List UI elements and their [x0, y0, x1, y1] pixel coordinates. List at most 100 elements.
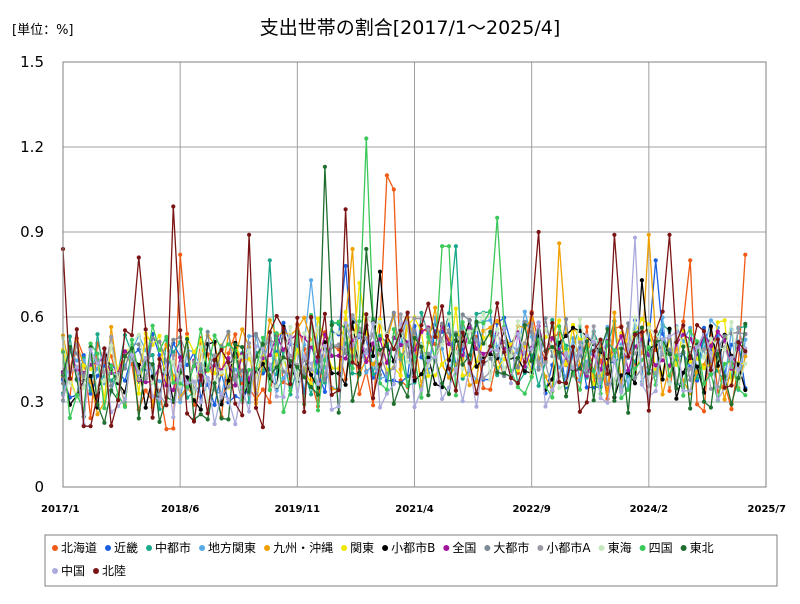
- legend-label: 小都市A: [546, 540, 591, 555]
- data-point: [667, 326, 672, 331]
- data-point: [708, 344, 714, 349]
- data-point: [122, 378, 128, 383]
- data-point: [329, 371, 334, 376]
- chart-title: 支出世帯の割合[2017/1～2025/4]: [260, 17, 561, 39]
- data-point: [129, 333, 134, 338]
- data-point: [171, 350, 176, 355]
- data-point: [226, 378, 231, 383]
- data-point: [674, 353, 679, 358]
- data-point: [446, 366, 452, 371]
- data-point: [584, 339, 589, 344]
- data-point: [577, 317, 583, 322]
- data-point: [322, 164, 327, 169]
- data-point: [67, 334, 72, 339]
- data-point: [88, 341, 93, 346]
- data-point: [150, 352, 155, 358]
- data-point: [226, 397, 231, 402]
- data-point: [164, 403, 169, 408]
- data-point: [708, 371, 714, 377]
- data-point: [157, 419, 162, 424]
- data-point: [419, 316, 424, 321]
- data-point: [543, 404, 548, 409]
- data-point: [143, 375, 148, 380]
- data-point: [185, 362, 190, 367]
- data-point: [260, 361, 265, 366]
- data-point: [309, 344, 314, 349]
- data-point: [626, 410, 631, 415]
- data-point: [343, 309, 348, 315]
- data-point: [343, 382, 348, 387]
- data-point: [446, 375, 452, 380]
- data-point: [467, 329, 472, 334]
- data-point: [336, 330, 341, 335]
- data-point: [122, 404, 128, 409]
- data-point: [729, 383, 734, 388]
- data-point: [185, 411, 190, 416]
- data-point: [260, 342, 265, 347]
- data-point: [129, 337, 134, 342]
- data-point: [281, 326, 286, 331]
- data-point: [667, 232, 672, 237]
- data-point: [315, 354, 321, 359]
- data-point: [660, 377, 665, 382]
- data-point: [212, 357, 217, 363]
- series-line: [62, 237, 746, 425]
- data-point: [598, 337, 603, 342]
- data-point: [736, 376, 741, 381]
- legend-label: 大都市: [493, 540, 529, 555]
- data-point: [253, 405, 259, 410]
- data-point: [136, 342, 141, 347]
- legend-label: 北陸: [102, 564, 126, 578]
- data-point: [536, 229, 541, 235]
- data-point: [584, 400, 589, 405]
- legend-label: 中国: [61, 563, 85, 578]
- data-point: [481, 311, 486, 316]
- data-point: [426, 327, 431, 332]
- data-point: [171, 204, 176, 209]
- data-point: [646, 384, 651, 389]
- data-point: [557, 241, 562, 246]
- data-point: [274, 365, 279, 370]
- x-tick-label: 2019/11: [275, 504, 320, 515]
- data-point: [88, 347, 93, 352]
- legend-item: 地方関東: [199, 540, 256, 555]
- data-point: [446, 391, 452, 397]
- data-point: [226, 342, 231, 347]
- data-point: [267, 258, 272, 263]
- data-point: [681, 370, 686, 375]
- data-point: [322, 377, 327, 383]
- data-point: [247, 348, 252, 353]
- data-point: [557, 318, 562, 323]
- data-point: [253, 344, 259, 349]
- data-point: [426, 393, 431, 398]
- data-point: [605, 327, 610, 332]
- data-point: [315, 316, 321, 321]
- series-layer: [60, 136, 748, 432]
- legend-marker: [443, 545, 450, 551]
- legend-item: 小都市A: [537, 540, 591, 555]
- data-point: [191, 394, 197, 399]
- data-point: [688, 388, 693, 393]
- data-point: [653, 389, 658, 394]
- data-point: [157, 356, 162, 362]
- data-point: [191, 379, 197, 384]
- data-point: [205, 367, 210, 373]
- data-point: [722, 334, 727, 339]
- data-point: [274, 352, 279, 357]
- data-point: [143, 405, 148, 410]
- data-point: [577, 350, 583, 355]
- data-point: [295, 365, 300, 370]
- data-point: [122, 396, 128, 401]
- data-point: [467, 360, 472, 366]
- data-point: [267, 318, 272, 323]
- data-point: [667, 373, 672, 378]
- data-point: [288, 353, 293, 358]
- data-point: [198, 407, 203, 412]
- data-point: [371, 403, 376, 408]
- data-point: [233, 422, 238, 427]
- data-point: [384, 391, 389, 396]
- data-point: [433, 305, 438, 310]
- data-point: [240, 413, 245, 418]
- data-point: [426, 351, 431, 356]
- legend-label: 東北: [690, 541, 714, 555]
